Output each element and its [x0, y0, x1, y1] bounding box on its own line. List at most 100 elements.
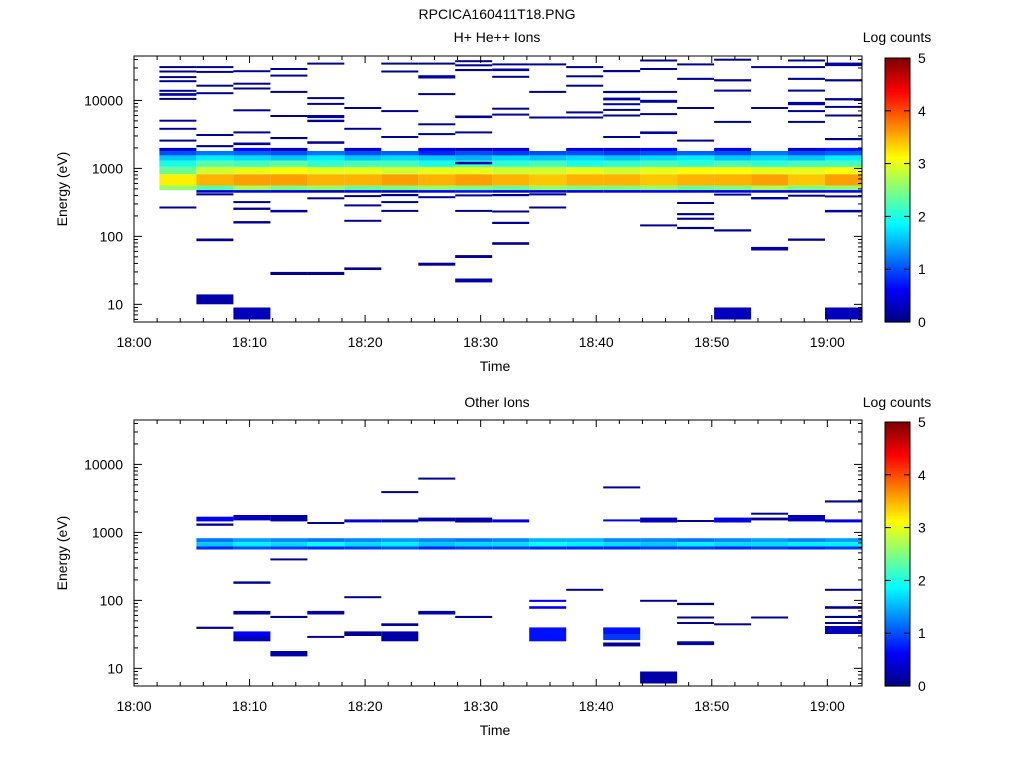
heatmap-band-cell: [751, 546, 789, 550]
colorbar-swatch: [885, 550, 910, 553]
heatmap-band-cell: [640, 185, 678, 191]
colorbar-swatch: [885, 308, 910, 311]
heatmap-band-cell: [233, 185, 271, 191]
colorbar-swatch: [885, 466, 910, 469]
colorbar-swatch: [885, 648, 910, 651]
colorbar-swatch: [885, 594, 910, 597]
colorbar-swatch: [885, 166, 910, 169]
colorbar-swatch: [885, 530, 910, 533]
heatmap-cell: [714, 89, 752, 92]
colorbar-swatch: [885, 422, 910, 425]
colorbar-swatch: [885, 170, 910, 173]
heatmap-band-cell: [751, 151, 789, 156]
heatmap-cell: [159, 93, 197, 96]
heatmap-band-cell: [529, 185, 567, 191]
heatmap-cell: [529, 116, 567, 119]
heatmap-band-cell: [788, 190, 825, 193]
heatmap-band-cell: [455, 538, 493, 542]
colorbar-swatch: [885, 468, 910, 471]
heatmap-cell: [825, 615, 862, 618]
colorbar-swatch: [885, 298, 910, 301]
colorbar-swatch: [885, 524, 910, 527]
heatmap-cell: [751, 107, 789, 109]
colorbar-swatch: [885, 228, 910, 231]
heatmap-cell: [825, 209, 862, 213]
colorbar-swatch: [885, 190, 910, 193]
heatmap-cell: [492, 68, 530, 72]
heatmap-band-cell: [418, 185, 456, 191]
colorbar-swatch: [885, 316, 910, 319]
colorbar-swatch: [885, 482, 910, 485]
heatmap-band-cell: [344, 174, 382, 186]
colorbar-swatch: [885, 526, 910, 529]
heatmap-band-cell: [455, 542, 493, 547]
heatmap-cell: [788, 59, 825, 62]
colorbar-swatch: [885, 86, 910, 89]
colorbar-swatch: [885, 90, 910, 93]
colorbar-swatch: [885, 568, 910, 571]
heatmap-band-cell: [307, 185, 345, 191]
colorbar-swatch: [885, 440, 910, 443]
heatmap-band-cell: [751, 155, 789, 161]
colorbar-swatch: [885, 306, 910, 309]
heatmap-cell: [825, 195, 862, 198]
heatmap-band-cell: [233, 151, 271, 156]
heatmap-cell: [196, 523, 234, 526]
colorbar-swatch: [885, 272, 910, 275]
colorbar-swatch: [885, 682, 910, 685]
colorbar-swatch: [885, 318, 910, 321]
heatmap-band-cell: [492, 155, 530, 161]
colorbar-swatch: [885, 304, 910, 307]
heatmap-cell: [307, 610, 345, 615]
heatmap-cell: [825, 138, 862, 141]
heatmap-cells: [196, 477, 862, 684]
heatmap-band-cell: [640, 166, 678, 175]
heatmap-band-cell: [529, 190, 567, 193]
colorbar-swatch: [885, 518, 910, 521]
colorbar-swatch: [885, 622, 910, 625]
heatmap-cell: [603, 136, 641, 138]
colorbar-swatch: [885, 118, 910, 121]
colorbar-swatch: [885, 432, 910, 435]
colorbar-swatch: [885, 108, 910, 111]
colorbar-swatch: [885, 430, 910, 433]
heatmap-band-cell: [418, 174, 456, 186]
heatmap-cell: [825, 626, 862, 634]
colorbar-swatch: [885, 150, 910, 153]
heatmap-cell: [418, 93, 456, 96]
x-tick-label: 18:20: [348, 334, 383, 350]
heatmap-cell: [233, 82, 271, 85]
heatmap-cell: [825, 105, 862, 108]
heatmap-band-cell: [344, 160, 382, 167]
colorbar-swatch: [885, 142, 910, 145]
colorbar-swatch: [885, 478, 910, 481]
heatmap-band-cell: [492, 538, 530, 542]
colorbar-swatch: [885, 428, 910, 431]
heatmap-cell: [455, 517, 493, 523]
colorbar-tick-label: 4: [918, 103, 926, 119]
colorbar-swatch: [885, 72, 910, 75]
heatmap-cell: [640, 224, 678, 227]
heatmap-band-cell: [270, 155, 308, 161]
colorbar-swatch: [885, 224, 910, 227]
colorbar-swatch: [885, 232, 910, 235]
panel-h-he-ions: H+ He++ Ions Log counts Time Energy (eV)…: [54, 29, 931, 374]
heatmap-band-cell: [566, 538, 604, 542]
heatmap-cell: [381, 201, 419, 204]
colorbar-swatch: [885, 544, 910, 547]
heatmap-cell: [418, 610, 456, 615]
heatmap-cell: [566, 588, 604, 591]
heatmap-band-cell: [714, 546, 752, 550]
colorbar-swatch: [885, 64, 910, 67]
colorbar-swatch: [885, 114, 910, 117]
heatmap-band-cell: [196, 166, 234, 175]
heatmap-band-cell: [455, 185, 493, 191]
heatmap-band-cell: [381, 151, 419, 156]
heatmap-cell: [307, 271, 345, 275]
colorbar-swatch: [885, 278, 910, 281]
heatmap-cell: [529, 63, 567, 66]
colorbar-swatch: [885, 506, 910, 509]
colorbar-swatch: [885, 606, 910, 609]
heatmap-cell: [233, 221, 271, 224]
heatmap-band-cell: [270, 151, 308, 156]
